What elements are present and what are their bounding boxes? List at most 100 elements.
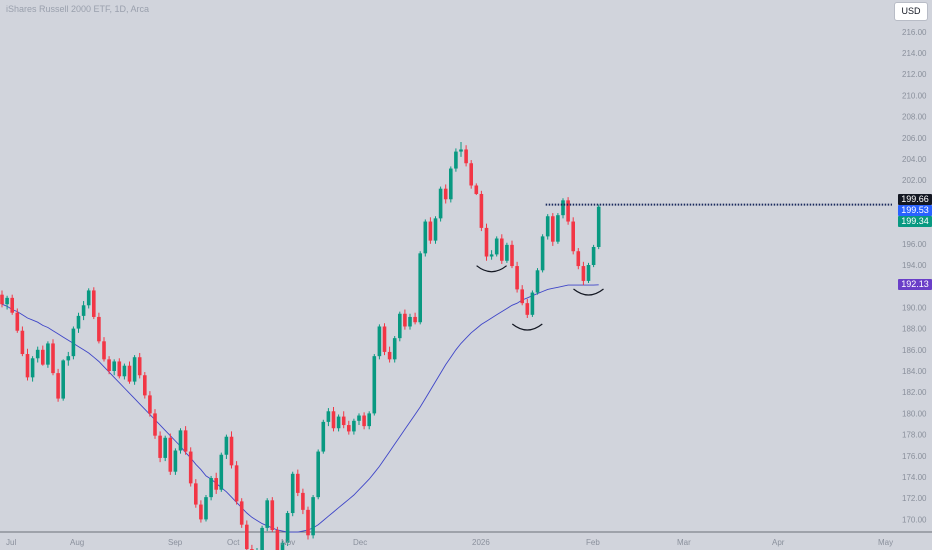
candle-body: [5, 297, 9, 305]
candle-body: [76, 315, 81, 329]
candle: [510, 240, 514, 269]
candle: [0, 290, 4, 308]
candle: [377, 324, 382, 360]
candle: [316, 449, 320, 500]
candle: [520, 285, 524, 306]
candle: [423, 219, 428, 257]
candle: [449, 166, 453, 203]
candle: [56, 368, 60, 402]
candle: [515, 261, 519, 293]
y-tick-label: 214.00: [902, 49, 927, 58]
x-tick-label: Aug: [70, 538, 84, 547]
candle-body: [132, 357, 137, 382]
candle: [127, 361, 132, 384]
y-tick-label: 196.00: [902, 240, 927, 249]
candle-body: [188, 451, 193, 484]
candle-body: [194, 483, 198, 505]
candle-body: [168, 437, 173, 472]
pattern-arc: [511, 323, 543, 331]
candle: [204, 495, 208, 522]
candle: [76, 312, 81, 333]
candle: [10, 294, 14, 315]
candle-body: [403, 313, 407, 327]
candle-body: [239, 501, 244, 525]
x-tick-label: Apr: [772, 538, 785, 547]
moving-average-line: [1, 284, 599, 533]
ask-price-tag: 199.53: [898, 205, 932, 216]
candle: [92, 287, 96, 320]
candle-body: [321, 421, 326, 452]
candle: [5, 295, 9, 310]
candle: [30, 356, 35, 382]
candle: [443, 184, 448, 204]
candle-body: [479, 193, 484, 228]
y-tick-label: 170.00: [902, 515, 927, 524]
candle-body: [158, 435, 162, 458]
currency-button[interactable]: USD: [894, 2, 928, 21]
candle: [209, 475, 213, 501]
candle: [392, 336, 397, 363]
candle-body: [336, 416, 341, 429]
candle-body: [245, 524, 249, 550]
candle-body: [586, 265, 591, 281]
candle: [352, 418, 356, 435]
candle: [214, 472, 218, 494]
candle-body: [591, 246, 596, 265]
candle: [347, 420, 351, 435]
candle: [489, 250, 494, 260]
candle: [479, 190, 484, 232]
candle: [403, 309, 407, 330]
candle: [25, 348, 30, 381]
candle-body: [224, 436, 229, 455]
candle: [387, 346, 392, 363]
candle: [540, 234, 545, 273]
candle: [571, 217, 575, 255]
candle-body: [551, 216, 555, 242]
candle-body: [316, 451, 320, 498]
candle-body: [540, 236, 545, 271]
candle: [433, 216, 438, 244]
x-tick-label: Sep: [168, 538, 183, 547]
candle-body: [535, 270, 540, 293]
bid-price-tag: 199.34: [898, 216, 932, 227]
candle-body: [489, 254, 494, 257]
candle-body: [352, 420, 356, 432]
candle-body: [341, 416, 346, 426]
candle-body: [173, 450, 178, 472]
candle: [148, 391, 152, 417]
candle-body: [449, 168, 453, 200]
candle: [51, 339, 55, 376]
y-tick-label: 180.00: [902, 409, 927, 418]
last-close-price-tag: 199.66: [898, 194, 932, 205]
candle-body: [61, 360, 65, 399]
candle: [428, 217, 433, 244]
candle: [122, 363, 127, 380]
candle: [275, 526, 280, 550]
candle-body: [545, 216, 550, 237]
candle-body: [474, 185, 479, 194]
candle: [398, 311, 402, 342]
candle: [382, 323, 387, 356]
candle-body: [484, 227, 489, 257]
candle: [143, 372, 147, 399]
candle-body: [117, 361, 122, 377]
candle-body: [581, 266, 586, 281]
candle-body: [382, 326, 387, 352]
candle: [474, 183, 479, 196]
candle: [234, 461, 239, 505]
candle: [132, 355, 137, 385]
candle-body: [301, 492, 305, 510]
candle: [260, 525, 264, 550]
y-tick-label: 194.00: [902, 261, 927, 270]
x-tick-label: Jul: [6, 538, 16, 547]
candle: [561, 198, 565, 219]
candle-body: [0, 294, 4, 305]
y-tick-label: 208.00: [902, 113, 927, 122]
candle-body: [428, 221, 433, 241]
candle: [66, 351, 71, 366]
candle: [484, 223, 489, 261]
candle-body: [112, 361, 116, 371]
candle: [535, 268, 540, 295]
y-tick-label: 216.00: [902, 28, 927, 37]
